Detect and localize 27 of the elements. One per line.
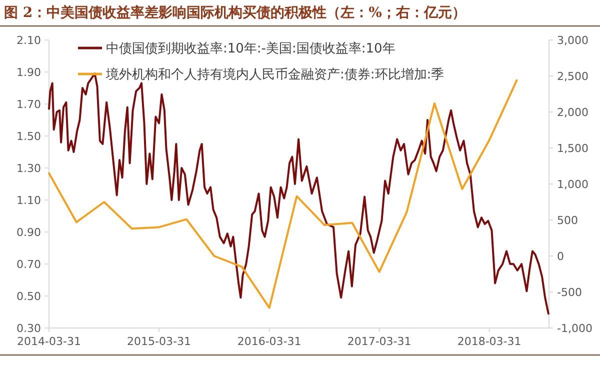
x-tick-label: 2017-03-31 <box>347 335 412 348</box>
x-tick-label: 2015-03-31 <box>127 335 191 348</box>
y-tick-label: 1.30 <box>16 162 41 175</box>
y-tick-label: 0.30 <box>16 322 41 335</box>
y2-tick-label: -500 <box>557 286 582 299</box>
chart-title: 图 2：中美国债收益率差影响国际机构买债的积极性（左：%；右：亿元） <box>4 4 466 21</box>
y2-tick-label: 3,000 <box>557 34 588 47</box>
y-tick-label: 0.50 <box>16 290 41 303</box>
x-tick-label: 2018-03-31 <box>457 335 522 348</box>
y2-tick-label: -1,000 <box>557 322 592 335</box>
x-tick-label: 2014-03-31 <box>17 335 81 348</box>
y-tick-label: 0.90 <box>16 226 41 239</box>
y-tick-label: 1.50 <box>16 130 41 143</box>
y2-tick-label: 2,500 <box>557 70 588 83</box>
x-tick-label: 2016-03-31 <box>237 335 302 348</box>
legend-label: 中债国债到期收益率:10年:-美国:国债收益率:10年 <box>106 40 396 57</box>
y-tick-label: 0.70 <box>16 258 41 271</box>
y2-tick-label: 0 <box>557 250 564 263</box>
y-tick-label: 1.10 <box>16 194 41 207</box>
y-tick-label: 1.90 <box>16 66 41 79</box>
y-tick-label: 1.70 <box>16 98 41 111</box>
legend-label: 境外机构和个人持有境内人民币金融资产:债券:环比增加:季 <box>105 66 444 83</box>
y2-tick-label: 2,000 <box>557 106 588 119</box>
y2-tick-label: 1,500 <box>557 142 588 155</box>
y-tick-label: 2.10 <box>16 34 41 47</box>
y2-tick-label: 500 <box>557 214 578 227</box>
y2-tick-label: 1,000 <box>557 178 588 191</box>
